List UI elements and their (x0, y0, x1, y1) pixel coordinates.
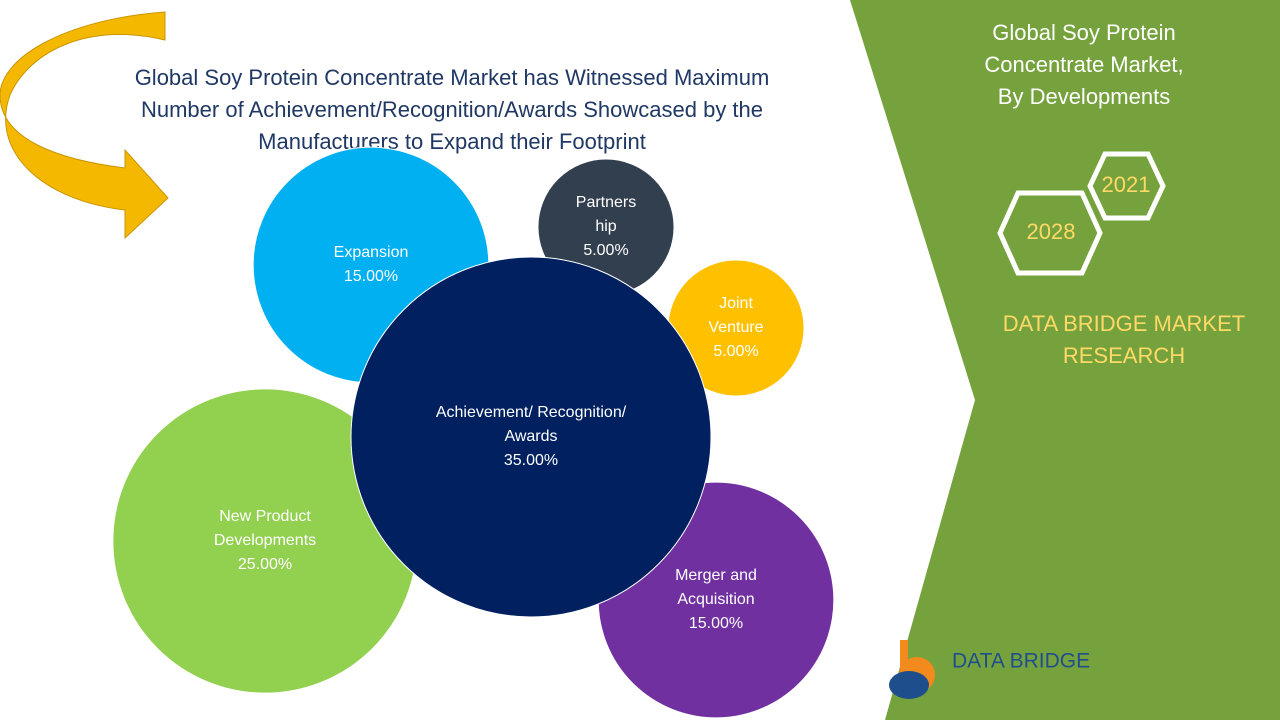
bubble-label: Achievement/ Recognition/Awards (436, 404, 627, 445)
bubble (350, 256, 712, 618)
decorative-arrow (0, 11, 169, 240)
side-panel (850, 0, 1280, 720)
bubble-value: 35.00% (504, 452, 558, 469)
bubble-label: Partners hip (576, 194, 636, 235)
logo-text: DATA BRIDGE (952, 650, 1090, 673)
bubble-value: 5.00% (583, 242, 628, 259)
hexagon (997, 190, 1103, 276)
bubble-label: Joint Venture (708, 295, 763, 336)
bubble-value: 25.00% (238, 556, 292, 573)
bubble-label: New Product Developments (214, 508, 316, 549)
bubble-label: Expansion (334, 244, 409, 261)
panel-heading: Global Soy Protein Concentrate Market, By … (984, 20, 1183, 109)
bubble-label: Merger and Acquisition (675, 567, 757, 608)
hexagon (1087, 151, 1166, 221)
year-label: 2028 (1027, 219, 1076, 244)
year-label: 2021 (1102, 172, 1151, 197)
logo-mark (889, 640, 935, 699)
brand-text: DATA BRIDGE MARKET RESEARCH (1003, 311, 1245, 368)
bubble-value: 15.00% (344, 268, 398, 285)
bubble-value: 15.00% (689, 615, 743, 632)
bubble-value: 5.00% (713, 343, 758, 360)
chart-title: Global Soy Protein Concentrate Market ha… (135, 65, 770, 154)
